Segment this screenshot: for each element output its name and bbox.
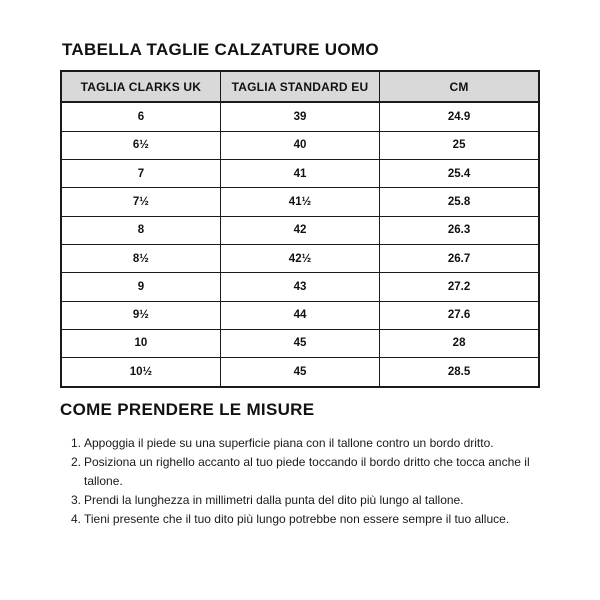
size-table-cell: 27.2 [379, 272, 540, 302]
measure-step-text: Posiziona un righello accanto al tuo pie… [84, 455, 530, 488]
size-table-cell: 45 [219, 328, 381, 359]
size-table-cell: 26.7 [379, 243, 540, 274]
size-table-cell: 24.9 [379, 101, 540, 132]
size-table-row: 10½ 45 28.5 [60, 357, 540, 388]
measure-step-item: 3. Prendi la lunghezza in millimetri dall… [60, 491, 549, 510]
page-title: TABELLA TAGLIE CALZATURE UOMO [62, 40, 379, 59]
size-table-row: 6 39 24.9 [60, 101, 540, 132]
size-table-cell: 9½ [60, 300, 221, 330]
size-table-cell: 45 [219, 357, 381, 388]
measure-step-text: Appoggia il piede su una superficie pian… [84, 436, 494, 450]
measure-step-number: 2. [70, 455, 81, 469]
size-table-row: 9½ 44 27.6 [60, 300, 540, 330]
size-table-row: 7½ 41½ 25.8 [60, 187, 540, 217]
measure-section-title: COME PRENDERE LE MISURE [60, 400, 315, 419]
size-table-header: TAGLIA CLARKS UK TAGLIA STANDARD EU CM [60, 70, 540, 103]
measure-step-text: Tieni presente che il tuo dito più lungo… [84, 512, 510, 526]
size-table-body: 6 39 24.9 6½ 40 25 7 41 25.4 7½ 41½ 25.8 8 42 26.3 8½ 42… [60, 101, 540, 388]
size-table-cell: 43 [219, 272, 381, 302]
measure-step-item: 4. Tieni presente che il tuo dito più lun… [60, 510, 549, 529]
measure-step-number: 1. [70, 436, 81, 450]
size-table-cell: 7½ [60, 187, 221, 217]
size-table-cell: 42 [219, 215, 381, 245]
size-table-cell: 41 [219, 159, 381, 189]
size-table-row: 10 45 28 [60, 328, 540, 359]
measure-steps-list: 1. Appoggia il piede su una superficie pi… [60, 434, 549, 529]
measure-step-item: 2. Posiziona un righello accanto al tuo p… [60, 453, 549, 491]
measure-step-number: 3. [70, 493, 81, 507]
measure-step-number: 4. [70, 512, 81, 526]
size-table-cell: 40 [219, 130, 381, 161]
size-table-row: 7 41 25.4 [60, 159, 540, 189]
measure-step-item: 1. Appoggia il piede su una superficie pi… [60, 434, 549, 453]
size-table-cell: 7 [60, 159, 221, 189]
size-table-cell: 10½ [60, 357, 221, 388]
size-table-cell: 41½ [219, 187, 381, 217]
column-header-cm: CM [379, 70, 540, 103]
size-table-cell: 6 [60, 101, 221, 132]
size-table-row: 8½ 42½ 26.7 [60, 243, 540, 274]
size-table-header-row: TAGLIA CLARKS UK TAGLIA STANDARD EU CM [60, 70, 540, 103]
size-table-cell: 42½ [219, 243, 381, 274]
size-table-cell: 44 [219, 300, 381, 330]
size-table-row: 6½ 40 25 [60, 130, 540, 161]
size-table-cell: 28 [379, 328, 540, 359]
size-table-row: 8 42 26.3 [60, 215, 540, 245]
size-table-cell: 25.8 [379, 187, 540, 217]
size-table-cell: 10 [60, 328, 221, 359]
column-header-taglia-standard-eu: TAGLIA STANDARD EU [219, 70, 381, 103]
size-table-row: 9 43 27.2 [60, 272, 540, 302]
size-table-cell: 28.5 [379, 357, 540, 388]
size-table-cell: 27.6 [379, 300, 540, 330]
size-table-cell: 26.3 [379, 215, 540, 245]
size-table-cell: 39 [219, 101, 381, 132]
size-table-cell: 8 [60, 215, 221, 245]
size-table-cell: 6½ [60, 130, 221, 161]
column-header-taglia-clarks-uk: TAGLIA CLARKS UK [60, 70, 221, 103]
measure-step-text: Prendi la lunghezza in millimetri dalla … [84, 493, 464, 507]
size-table-cell: 8½ [60, 243, 221, 274]
size-table-cell: 9 [60, 272, 221, 302]
size-table: TAGLIA CLARKS UK TAGLIA STANDARD EU CM 6… [60, 70, 540, 388]
size-table-cell: 25 [379, 130, 540, 161]
size-table-cell: 25.4 [379, 159, 540, 189]
